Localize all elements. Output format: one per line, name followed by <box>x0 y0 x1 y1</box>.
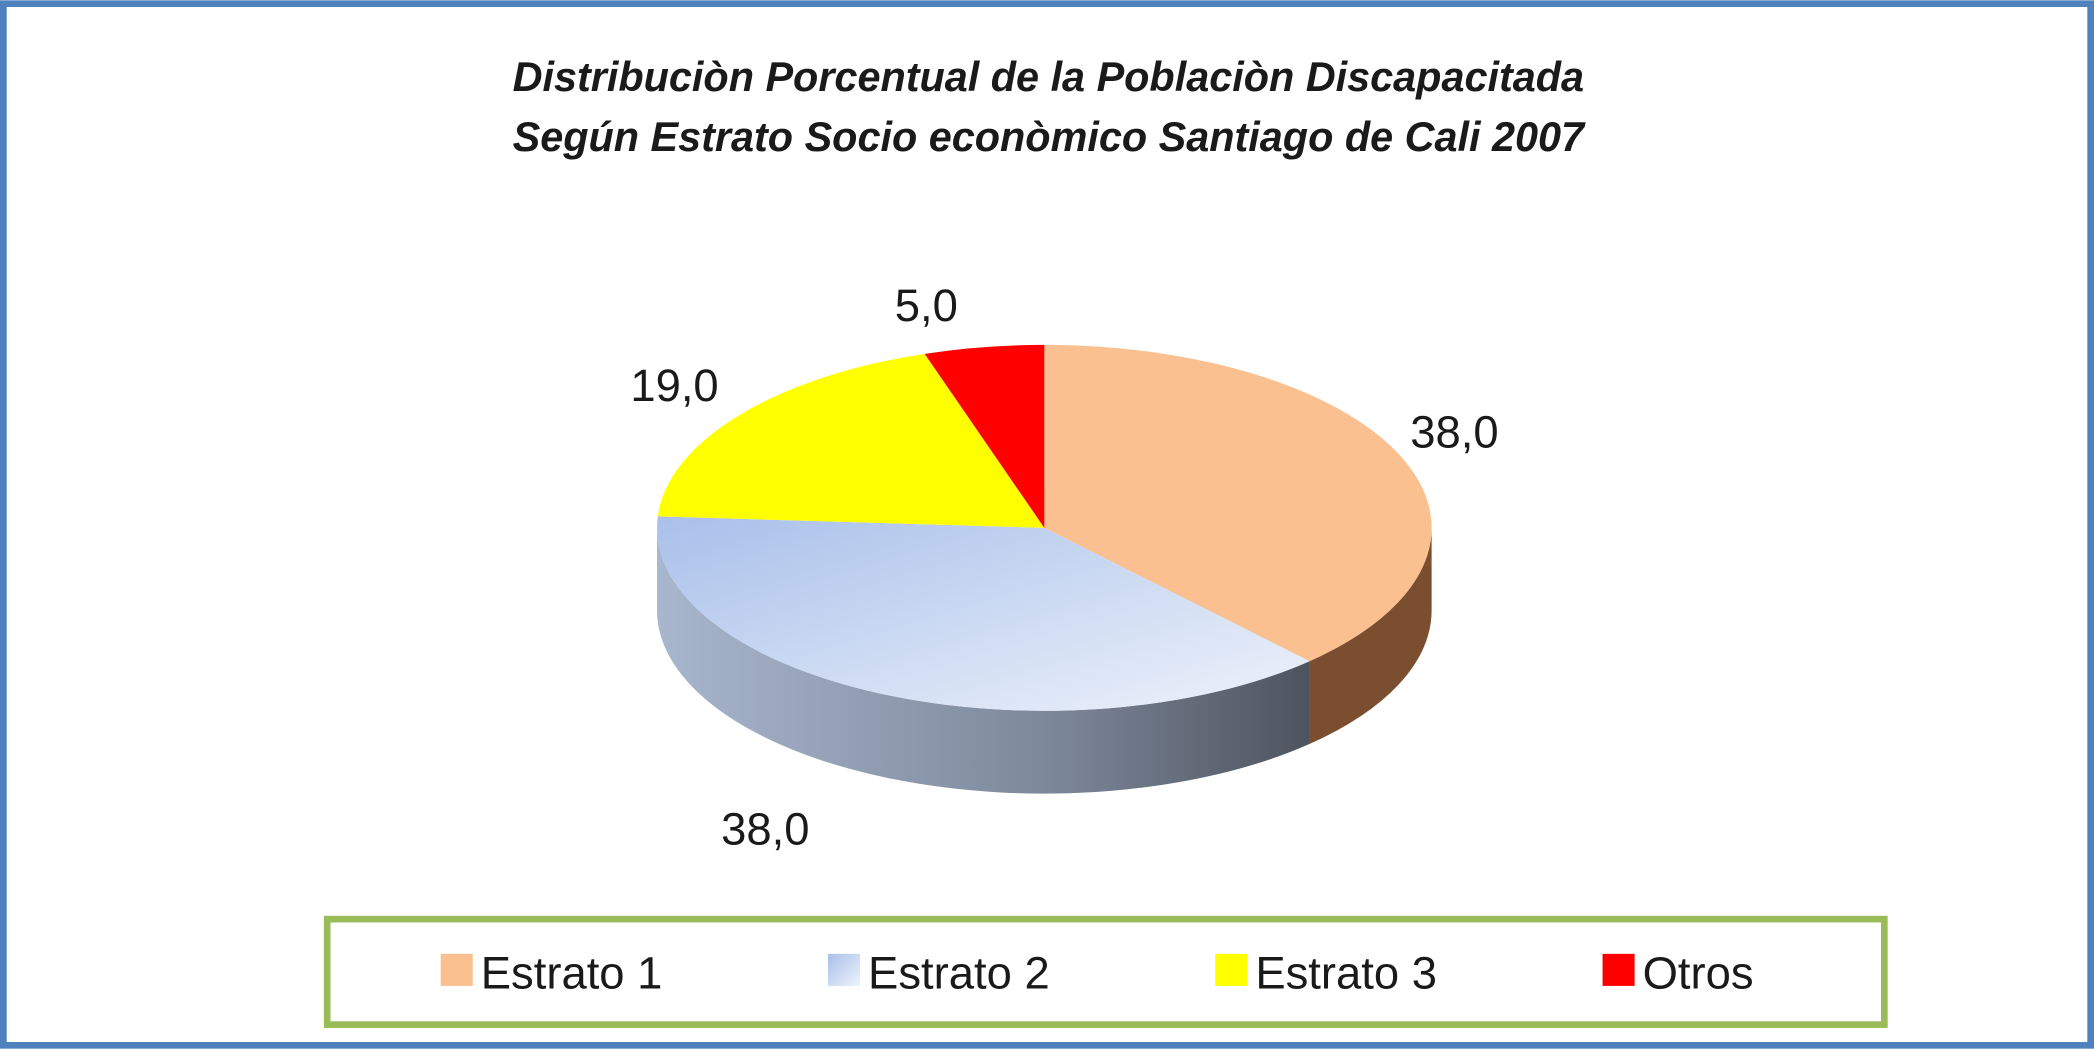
chart-title: Distribuciòn Porcentual de la Poblaciòn … <box>513 54 1584 100</box>
legend-label-estrato-2: Estrato 2 <box>868 948 1050 999</box>
legend-swatch-otros <box>1602 953 1635 986</box>
pie-slice-estrato-3 <box>657 353 1045 528</box>
data-label-estrato-3: 19,0 <box>630 360 718 411</box>
legend-label-estrato-1: Estrato 1 <box>481 948 663 999</box>
legend-label-estrato-3: Estrato 3 <box>1255 948 1437 999</box>
legend: Estrato 1 Estrato 2 Estrato 3 Otros <box>323 915 1888 1028</box>
legend-swatch-estrato-1 <box>440 953 473 986</box>
legend-swatch-estrato-3 <box>1215 953 1248 986</box>
pie-slice-otros <box>924 344 1045 528</box>
legend-label-otros: Otros <box>1643 948 1754 999</box>
pie-slices <box>657 344 1432 794</box>
pie-side-estrato-2 <box>657 527 1310 794</box>
data-label-estrato-2: 38,0 <box>721 803 809 854</box>
chart-subtitle: Según Estrato Socio econòmico Santiago d… <box>513 114 1586 160</box>
data-label-estrato-1: 38,0 <box>1410 407 1498 458</box>
pie-slice-estrato-1 <box>1044 344 1432 662</box>
legend-swatch-estrato-2 <box>827 953 861 986</box>
pie-slice-estrato-2 <box>657 516 1310 711</box>
data-label-otros: 5,0 <box>895 280 958 331</box>
pie-side-estrato-1 <box>1309 527 1432 745</box>
